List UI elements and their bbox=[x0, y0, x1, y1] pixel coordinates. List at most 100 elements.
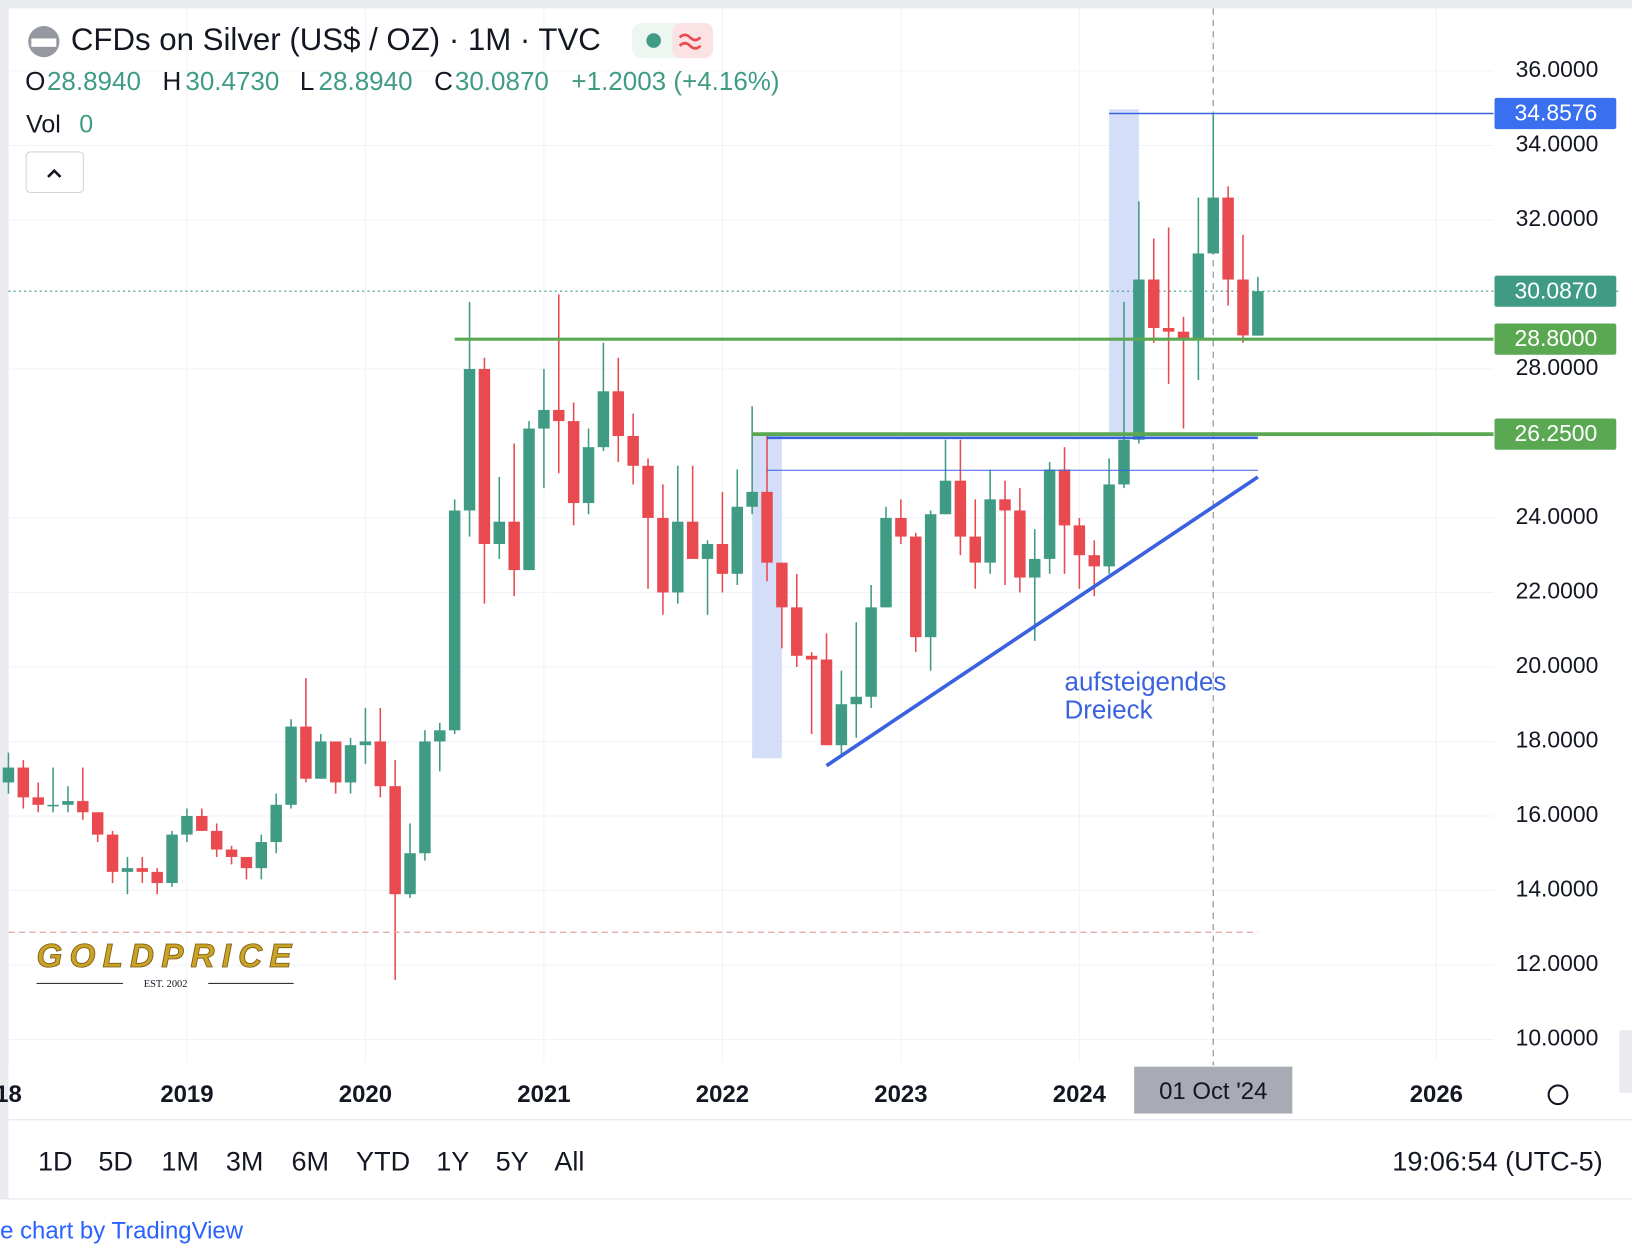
y-tick-label: 16.0000 bbox=[1516, 801, 1599, 827]
candle-body bbox=[850, 696, 862, 705]
candle-body bbox=[910, 536, 922, 638]
range-button[interactable]: YTD bbox=[356, 1147, 410, 1177]
attribution[interactable]: e chart by TradingView bbox=[0, 1217, 244, 1244]
candle-body bbox=[686, 521, 699, 559]
logo-est: EST. 2002 bbox=[144, 979, 188, 990]
overlay: CFDs on Silver (US$ / OZ) · 1M · TVC O 2… bbox=[0, 22, 1632, 1244]
crosshair-label-box bbox=[1134, 1066, 1293, 1114]
candle-body bbox=[106, 834, 119, 872]
candle-body bbox=[612, 391, 625, 436]
candle-body bbox=[166, 834, 178, 884]
candle-body bbox=[939, 480, 952, 515]
ohlc-key: C bbox=[434, 66, 453, 96]
candle-body bbox=[880, 517, 892, 608]
candle-body bbox=[493, 521, 506, 545]
candle-body bbox=[2, 767, 15, 783]
candle-body bbox=[1192, 253, 1205, 340]
left-edge bbox=[0, 0, 9, 1199]
x-tick-label: 2020 bbox=[339, 1081, 392, 1108]
candle-body bbox=[746, 491, 758, 507]
price-label-box bbox=[1494, 418, 1617, 450]
price-label: 26.2500 bbox=[1515, 420, 1598, 446]
candle-body bbox=[1088, 555, 1100, 567]
candle-body bbox=[62, 801, 74, 805]
ohlc-value: 28.8940 bbox=[47, 66, 141, 96]
candle-body bbox=[820, 659, 833, 746]
price-label: 30.0870 bbox=[1515, 277, 1598, 303]
candle-body bbox=[91, 812, 104, 835]
candle-body bbox=[478, 368, 491, 545]
candle-body bbox=[344, 745, 357, 783]
candle-body bbox=[151, 871, 163, 884]
candle-body bbox=[240, 856, 253, 869]
range-button[interactable]: All bbox=[554, 1147, 584, 1177]
candle-body bbox=[984, 499, 996, 563]
candle-body bbox=[508, 521, 520, 571]
y-tick-label: 14.0000 bbox=[1516, 876, 1599, 902]
candle-body bbox=[1133, 279, 1145, 440]
range-button[interactable]: 1Y bbox=[436, 1147, 469, 1177]
y-tick-label: 32.0000 bbox=[1516, 205, 1599, 231]
trend-line bbox=[825, 475, 1259, 768]
candle-body bbox=[285, 726, 297, 805]
candle-body bbox=[1148, 279, 1160, 328]
candle-body bbox=[865, 607, 877, 697]
chart-title: CFDs on Silver (US$ / OZ) · 1M · TVC bbox=[71, 22, 601, 57]
status-icon bbox=[678, 33, 702, 50]
plot: 36.0000 34.0000 32.0000 28.0000 24.0000 22.00… bbox=[2, 8, 1619, 1066]
settings-icon[interactable] bbox=[1547, 1084, 1569, 1106]
range-button[interactable]: 1D bbox=[38, 1147, 73, 1177]
y-tick-label: 34.0000 bbox=[1516, 130, 1599, 156]
price-label-box bbox=[1494, 323, 1617, 355]
candle-body bbox=[434, 730, 446, 742]
candle-body bbox=[1103, 484, 1115, 567]
x-tick-label: 2021 bbox=[517, 1081, 570, 1108]
candle-body bbox=[463, 368, 476, 511]
candle-body bbox=[835, 704, 848, 746]
candle-body bbox=[1177, 331, 1190, 340]
range-button[interactable]: 1M bbox=[161, 1147, 199, 1177]
price-label: 34.8576 bbox=[1515, 100, 1598, 126]
range-button[interactable]: 5Y bbox=[496, 1147, 529, 1177]
y-tick-label: 36.0000 bbox=[1516, 56, 1599, 82]
candle-body bbox=[47, 804, 59, 807]
ohlc-key: L bbox=[300, 66, 314, 96]
top-bar bbox=[0, 0, 1632, 9]
y-tick-label: 12.0000 bbox=[1516, 950, 1599, 976]
price-label-box bbox=[1494, 275, 1617, 307]
candle-body bbox=[32, 797, 44, 805]
candle-body bbox=[136, 868, 149, 872]
annotation: aufsteigendes bbox=[1065, 666, 1227, 696]
y-tick-label: 28.0000 bbox=[1516, 354, 1599, 380]
candle-body bbox=[776, 562, 788, 608]
candle-body bbox=[255, 842, 268, 869]
ohlc-value: 30.4730 bbox=[185, 66, 279, 96]
y-tick-label: 24.0000 bbox=[1516, 503, 1599, 529]
range-button[interactable]: 6M bbox=[291, 1147, 329, 1177]
candle-body bbox=[761, 491, 773, 563]
candle-body bbox=[895, 517, 907, 537]
candle-body bbox=[538, 409, 550, 429]
x-tick-label: 18 bbox=[0, 1081, 22, 1108]
candle-body bbox=[1162, 327, 1175, 332]
candle-body bbox=[448, 510, 461, 731]
right-edge bbox=[1619, 1030, 1632, 1093]
candle-body bbox=[121, 868, 134, 872]
candle-body bbox=[1043, 469, 1056, 559]
candle-body bbox=[1222, 197, 1234, 280]
y-tick-label: 20.0000 bbox=[1516, 652, 1599, 678]
range-button[interactable]: 3M bbox=[226, 1147, 264, 1177]
logo-text: GOLDPRICE bbox=[37, 938, 294, 975]
collapse-icon bbox=[47, 168, 62, 178]
annotation: Dreieck bbox=[1065, 694, 1154, 724]
candle-body bbox=[210, 830, 223, 850]
candle-body bbox=[1207, 197, 1219, 254]
x-tick-label: 2022 bbox=[696, 1081, 749, 1108]
ohlc-value: 30.0870 bbox=[455, 66, 549, 96]
candle-body bbox=[77, 801, 89, 813]
candle-body bbox=[1237, 279, 1249, 336]
x-tick-label: 2024 bbox=[1053, 1081, 1107, 1108]
vol-label: Vol bbox=[26, 111, 61, 139]
range-button[interactable]: 5D bbox=[98, 1147, 133, 1177]
